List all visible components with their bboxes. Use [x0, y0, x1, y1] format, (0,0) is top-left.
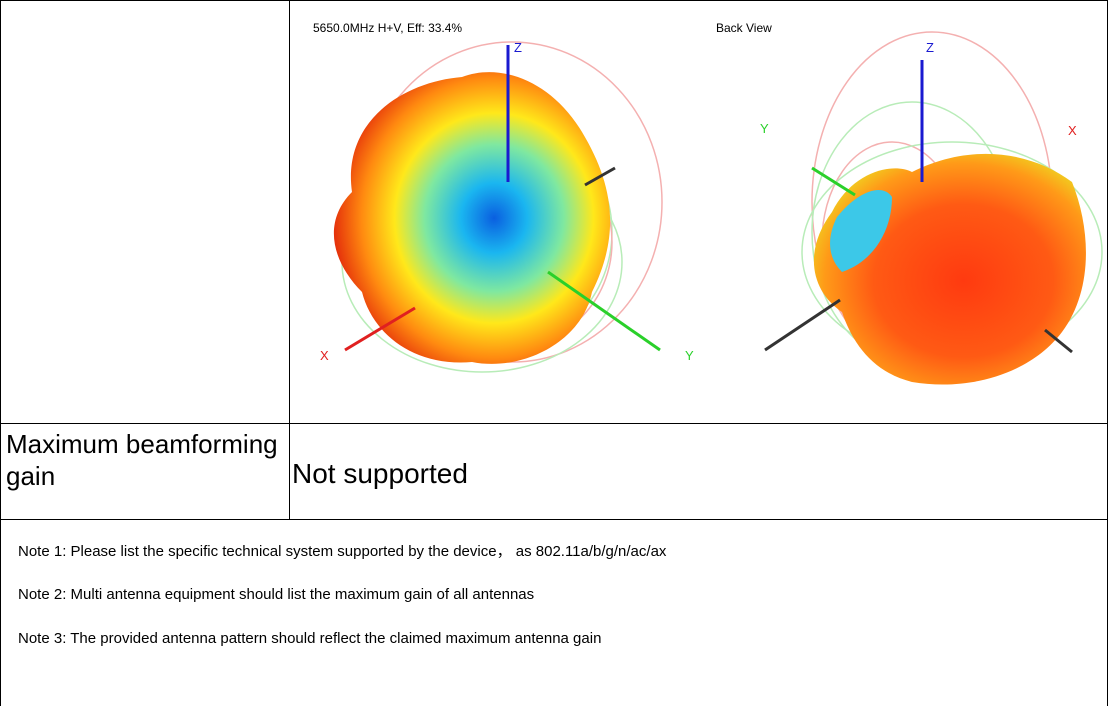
row-border: [0, 519, 1108, 520]
row-label: Maximum beamforming gain: [6, 428, 296, 492]
axis-label: X: [1068, 123, 1077, 138]
antenna-pattern: 5650.0MHz H+V, Eff: 33.4% Back View Z X …: [292, 2, 1105, 414]
view-label: Back View: [716, 21, 772, 35]
page: 5650.0MHz H+V, Eff: 33.4% Back View Z X …: [0, 0, 1108, 706]
pattern-caption: 5650.0MHz H+V, Eff: 33.4%: [313, 21, 462, 35]
axis-label: Y: [760, 121, 769, 136]
note: Note 3: The provided antenna pattern sho…: [18, 630, 601, 647]
note: Note 2: Multi antenna equipment should l…: [18, 586, 534, 603]
axis-label: Z: [926, 40, 934, 55]
back-pattern: [814, 154, 1086, 385]
row-border: [0, 423, 1108, 424]
table-border: [0, 0, 1108, 1]
note: Note 1: Please list the specific technic…: [18, 540, 666, 561]
axis-label: Z: [514, 40, 522, 55]
row-value: Not supported: [292, 458, 468, 490]
axis-label: Y: [685, 348, 694, 363]
axis-label: X: [320, 348, 329, 363]
front-pattern: [334, 72, 610, 364]
